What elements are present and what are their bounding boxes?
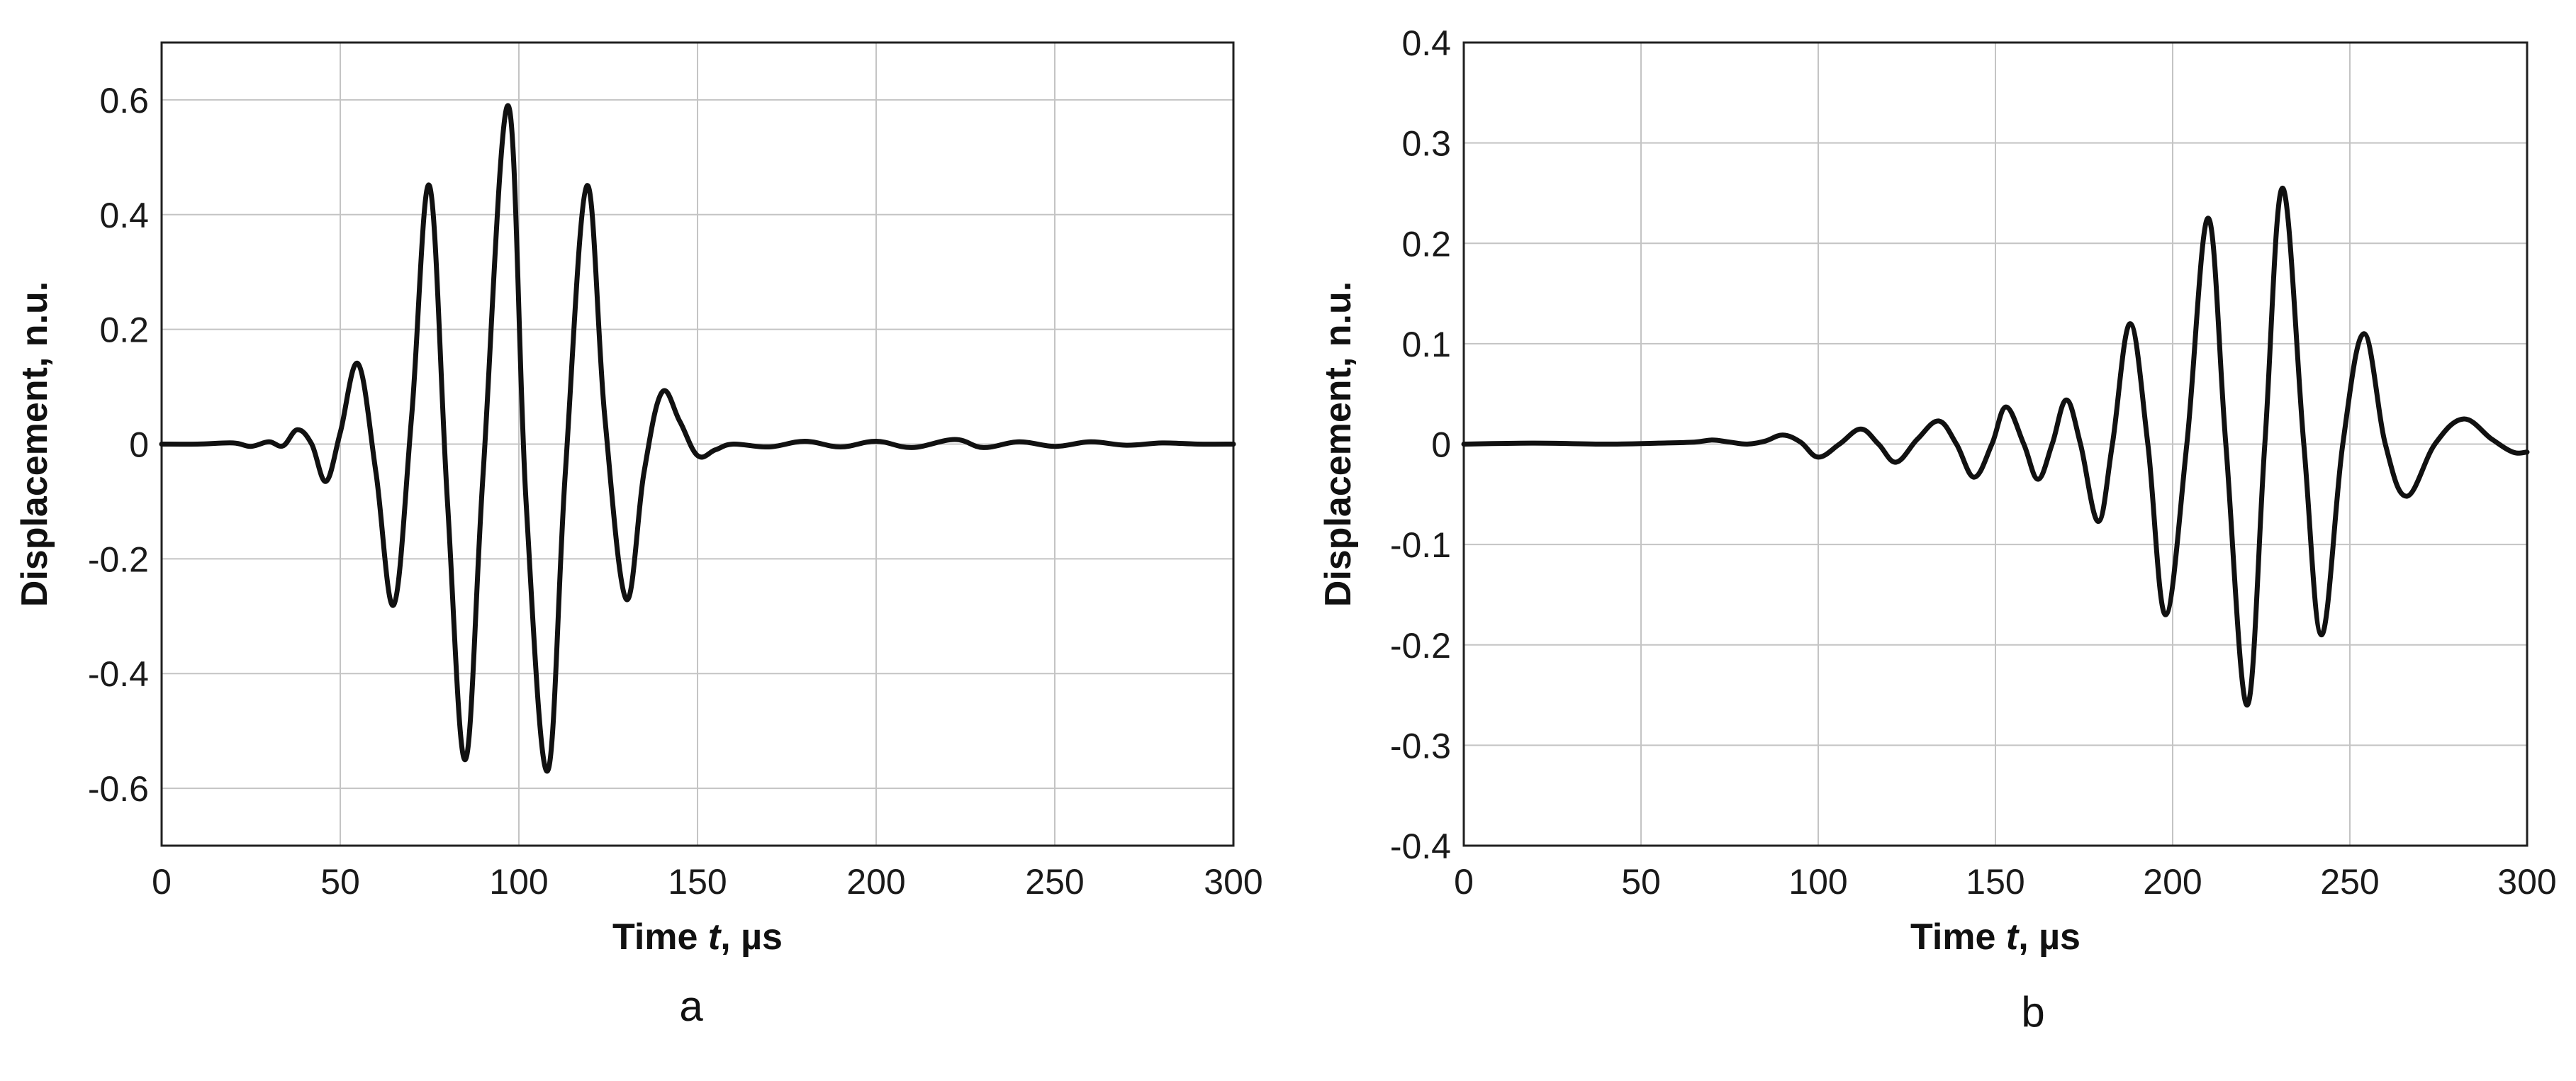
y-tick-label-a: -0.2 <box>88 539 149 579</box>
x-tick-label-a: 100 <box>489 862 548 902</box>
y-axis-label-b: Displacement, n.u. <box>1318 281 1359 607</box>
y-tick-label-b: 0.2 <box>1401 224 1451 264</box>
x-tick-label-b: 50 <box>1621 862 1661 902</box>
y-tick-label-b: -0.1 <box>1390 525 1451 565</box>
y-tick-label-a: 0.2 <box>99 310 149 350</box>
y-tick-label-b: -0.4 <box>1390 827 1451 866</box>
y-tick-label-b: -0.3 <box>1390 726 1451 766</box>
x-tick-label-b: 150 <box>1966 862 2025 902</box>
y-tick-label-b: 0.3 <box>1401 124 1451 164</box>
x-tick-label-b: 0 <box>1454 862 1474 902</box>
tick-labels-a: 0 50 100 150 200 250 300 -0.6 -0.4 -0.2 0 0.2 0.4 0.6 <box>88 81 1263 902</box>
y-tick-label-a: 0.4 <box>99 196 149 235</box>
y-tick-label-b: 0 <box>1431 425 1451 465</box>
series-line-b <box>1461 185 2530 708</box>
x-tick-label-a: 250 <box>1025 862 1084 902</box>
y-tick-label-b: 0.4 <box>1401 23 1451 63</box>
series-line-a <box>159 103 1236 774</box>
chart-panel-b: 0 50 100 150 200 250 300 -0.4 -0.3 -0.2 -0.1 0 0.1 0.… <box>1318 23 2557 1036</box>
grid-lines-b <box>1464 43 2527 846</box>
y-tick-label-a: -0.6 <box>88 769 149 809</box>
x-tick-label-b: 200 <box>2143 862 2202 902</box>
x-tick-label-a: 150 <box>668 862 727 902</box>
x-tick-label-a: 0 <box>152 862 172 902</box>
x-axis-label-a: Time t, µs <box>612 917 783 958</box>
y-tick-label-b: 0.1 <box>1401 325 1451 364</box>
panel-label-b: b <box>2021 988 2044 1036</box>
tick-labels-b: 0 50 100 150 200 250 300 -0.4 -0.3 -0.2 -0.1 0 0.1 0.… <box>1390 23 2557 902</box>
x-tick-label-b: 100 <box>1788 862 1847 902</box>
x-tick-label-b: 300 <box>2497 862 2556 902</box>
panel-label-a: a <box>679 982 703 1030</box>
x-tick-label-a: 200 <box>846 862 905 902</box>
y-tick-label-b: -0.2 <box>1390 626 1451 666</box>
x-tick-label-a: 300 <box>1204 862 1262 902</box>
x-tick-label-a: 50 <box>320 862 360 902</box>
x-tick-label-b: 250 <box>2320 862 2379 902</box>
chart-panel-a: 0 50 100 150 200 250 300 -0.6 -0.4 -0.2 0 0.2 0.4 0.6… <box>14 41 1263 1030</box>
x-axis-label-b: Time t, µs <box>1910 917 2081 958</box>
y-axis-label-a: Displacement, n.u. <box>14 281 55 607</box>
y-tick-label-a: 0 <box>129 425 149 465</box>
y-tick-label-a: -0.4 <box>88 654 149 694</box>
y-tick-label-a: 0.6 <box>99 81 149 121</box>
